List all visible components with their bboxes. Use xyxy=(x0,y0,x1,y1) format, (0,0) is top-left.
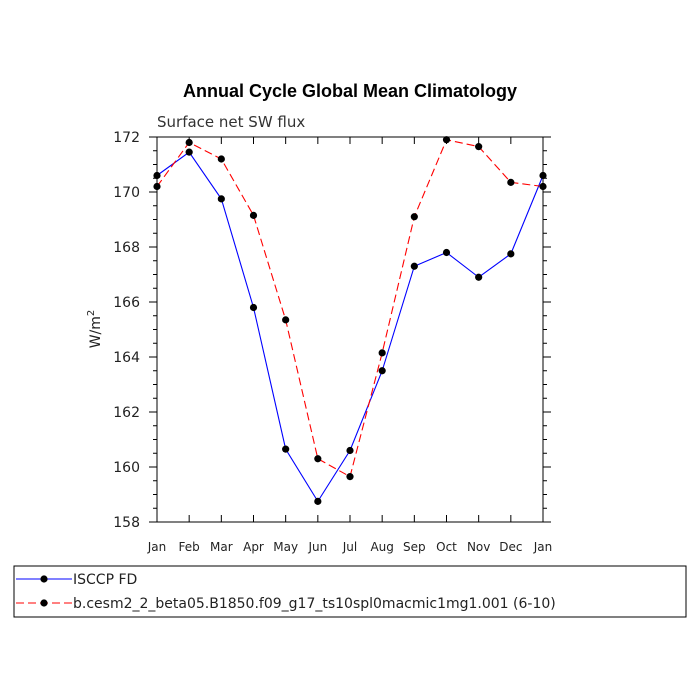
y-axis-label-superscript: 2 xyxy=(86,310,97,316)
legend-box xyxy=(13,565,687,618)
series-0-point xyxy=(539,171,547,180)
series-0-point xyxy=(314,497,322,505)
x-tick-label: May xyxy=(273,540,298,554)
y-tick-label: 168 xyxy=(113,240,140,256)
series-1-point xyxy=(378,349,386,357)
series-1-point xyxy=(539,182,547,191)
series-1-point xyxy=(410,213,418,221)
x-tick-label: Feb xyxy=(179,540,200,554)
x-tick-label: Jul xyxy=(342,540,357,554)
plot-area: Jan Feb Mar Apr May Jun Jul Aug Sep Oct Nov Dec Jan 1… xyxy=(113,130,552,554)
series-0-point xyxy=(153,171,161,180)
y-tick-label: 170 xyxy=(113,185,140,201)
x-tick-label: Sep xyxy=(403,540,426,554)
legend-label-1: b.cesm2_2_beta05.B1850.f09_g17_ts10spl0m… xyxy=(73,596,556,612)
series-1-point xyxy=(217,155,225,163)
x-tick-label: Nov xyxy=(467,540,490,554)
series-1-point xyxy=(442,136,451,144)
series-1-point xyxy=(475,143,483,151)
y-tick-label: 158 xyxy=(113,515,140,531)
x-tick-label: Jun xyxy=(307,540,327,554)
legend-marker-0 xyxy=(40,575,48,583)
series-0-point xyxy=(410,262,418,270)
plot-frame xyxy=(156,136,544,523)
x-tick-label: Aug xyxy=(370,540,393,554)
x-tick-label: Jan xyxy=(147,540,167,554)
chart-subtitle: Surface net SW flux xyxy=(157,113,305,131)
y-tick-label: 164 xyxy=(113,350,140,366)
y-tick-label: 166 xyxy=(113,295,140,311)
y-tick-label: 162 xyxy=(113,405,140,421)
x-tick-label: Jan xyxy=(533,540,553,554)
series-1-point xyxy=(314,455,322,463)
x-tick-label: Oct xyxy=(436,540,457,554)
series-1-point xyxy=(185,138,193,147)
legend-label-0: ISCCP FD xyxy=(73,572,137,588)
legend: ISCCP FD b.cesm2_2_beta05.B1850.f09_g17_t… xyxy=(16,572,556,612)
chart-title: Annual Cycle Global Mean Climatology xyxy=(183,81,517,101)
legend-marker-1 xyxy=(40,599,48,607)
y-tick-label: 172 xyxy=(113,130,140,146)
series-0-point xyxy=(249,303,258,312)
series-1-point xyxy=(282,316,290,324)
series-0-point xyxy=(346,446,354,455)
series-1-point xyxy=(507,178,515,186)
series-1-point xyxy=(249,211,258,219)
series-1-point xyxy=(346,473,354,481)
series-0-point xyxy=(282,445,290,453)
series-0-point xyxy=(475,273,483,281)
x-tick-label: Apr xyxy=(243,540,264,554)
y-tick-label: 160 xyxy=(113,460,140,476)
series-0-point xyxy=(185,148,193,156)
series-0-point xyxy=(378,367,386,375)
y-axis-label: W/m2 xyxy=(86,310,104,349)
series-0-point xyxy=(507,250,515,258)
series-0-point xyxy=(217,195,225,203)
y-axis-label-text: W/m xyxy=(88,316,104,348)
x-tick-label: Dec xyxy=(499,540,522,554)
x-tick-label: Mar xyxy=(210,540,233,554)
series-0-point xyxy=(442,248,451,257)
series-1-point xyxy=(153,182,161,191)
